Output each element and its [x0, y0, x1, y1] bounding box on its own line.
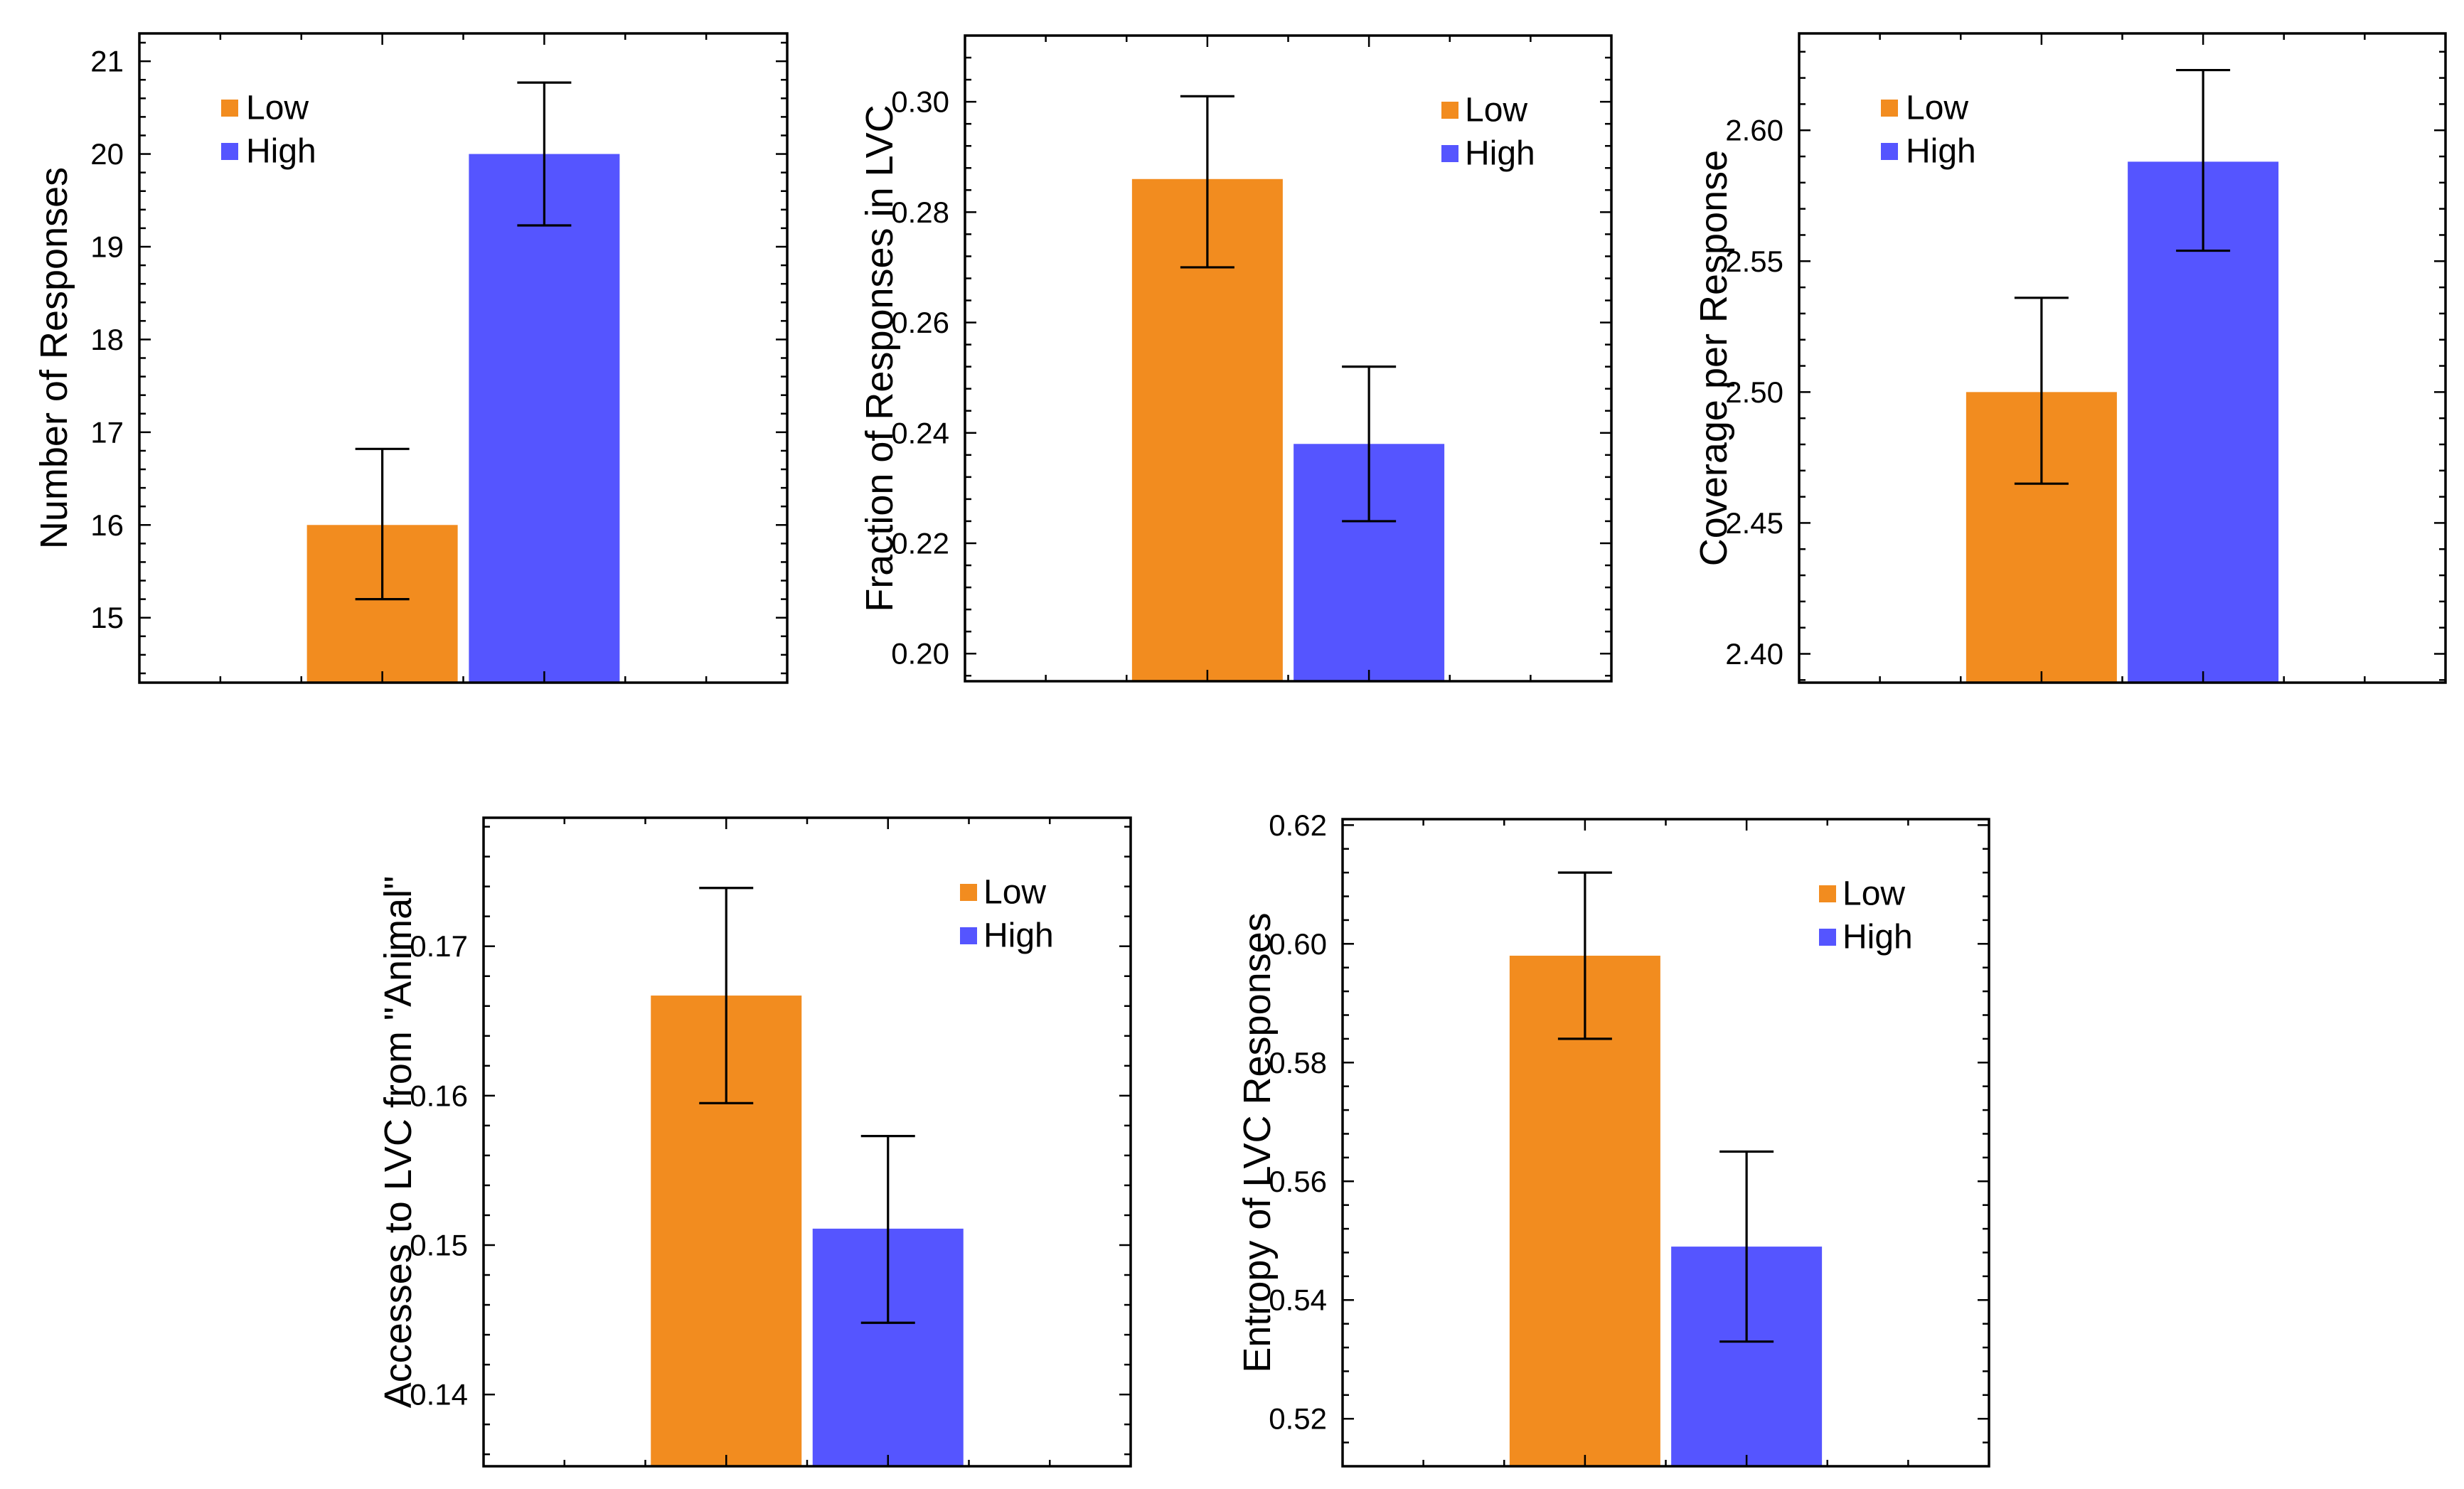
y-tick-label: 0.15 [410, 1228, 468, 1261]
legend-swatch-high [1441, 145, 1458, 162]
y-tick-label: 21 [90, 45, 124, 78]
y-axis-label: Number of Responses [33, 167, 75, 549]
y-tick-label: 2.40 [1725, 637, 1783, 671]
y-tick-label: 0.17 [410, 929, 468, 963]
legend: Low High [1881, 90, 1976, 171]
y-tick-label: 17 [90, 415, 124, 449]
error-bar-low [1180, 95, 1234, 269]
y-tick-label: 0.62 [1269, 808, 1327, 842]
bar-low [1509, 956, 1660, 1466]
legend-swatch-high [960, 927, 977, 944]
y-tick-label: 2.60 [1725, 114, 1783, 147]
y-tick-label: 0.14 [410, 1378, 468, 1411]
y-tick-label: 0.20 [891, 637, 949, 671]
y-tick-label: 16 [90, 508, 124, 542]
y-tick-label: 2.50 [1725, 375, 1783, 409]
y-tick-label: 0.28 [891, 196, 949, 229]
legend: Low High [960, 874, 1054, 955]
legend-swatch-high [1881, 143, 1898, 160]
legend-label-high: High [1906, 133, 1976, 171]
y-tick-label: 0.30 [891, 85, 949, 119]
legend: Low High [221, 90, 316, 171]
y-axis-label: Fraction of Responses in LVC [858, 105, 901, 612]
error-bar-high [860, 1134, 915, 1324]
y-tick-label: 2.55 [1725, 245, 1783, 278]
chart-panel-1: 15 16 17 18 19 20 21 Number of Responses Low High [33, 32, 789, 684]
y-tick-label: 0.58 [1269, 1046, 1327, 1079]
legend-label-high: High [1842, 919, 1913, 956]
legend: Low High [1819, 875, 1913, 956]
y-tick-label: 0.52 [1269, 1402, 1327, 1436]
legend-swatch-high [221, 143, 238, 160]
legend-swatch-low [1819, 885, 1836, 902]
error-bar-low [2014, 297, 2069, 485]
y-tick-label: 15 [90, 601, 124, 634]
error-bar-high [517, 81, 572, 227]
legend-swatch-low [221, 100, 238, 117]
y-tick-label: 0.60 [1269, 927, 1327, 961]
legend-label-low: Low [1842, 875, 1905, 913]
legend-label-low: Low [1906, 90, 1968, 127]
legend-swatch-high [1819, 929, 1836, 946]
legend-swatch-low [1881, 100, 1898, 117]
y-tick-label: 0.16 [410, 1079, 468, 1112]
legend-label-low: Low [983, 874, 1046, 912]
bar-high [469, 154, 620, 683]
y-tick-label: 0.56 [1269, 1165, 1327, 1198]
error-bar-low [699, 887, 754, 1104]
legend-label-low: Low [1465, 92, 1527, 129]
chart-panel-5: 0.52 0.54 0.56 0.58 0.60 0.62 Entropy of LVC R… [1236, 808, 1990, 1468]
y-axis-label: Coverage per Response [1692, 150, 1735, 566]
legend-label-low: Low [246, 90, 309, 127]
error-bar-low [355, 447, 410, 601]
y-axis-label: Accesses to LVC from "Animal" [377, 876, 420, 1409]
y-tick-label: 18 [90, 323, 124, 356]
legend-swatch-low [1441, 102, 1458, 119]
y-tick-label: 20 [90, 137, 124, 171]
y-tick-label: 0.26 [891, 306, 949, 339]
y-tick-label: 0.54 [1269, 1283, 1327, 1317]
y-axis-label: Entropy of LVC Responses [1236, 912, 1279, 1372]
error-bar-high [1719, 1150, 1774, 1343]
legend-swatch-low [960, 884, 977, 901]
legend-label-high: High [983, 917, 1054, 955]
y-tick-label: 0.22 [891, 526, 949, 560]
error-bar-high [2176, 68, 2231, 252]
legend-label-high: High [246, 133, 316, 171]
y-tick-label: 2.45 [1725, 506, 1783, 540]
legend-label-high: High [1465, 135, 1535, 173]
legend: Low High [1441, 92, 1535, 173]
y-tick-label: 19 [90, 230, 124, 263]
error-bar-high [1342, 365, 1397, 523]
error-bar-low [1557, 871, 1612, 1040]
y-tick-label: 0.24 [891, 416, 949, 449]
